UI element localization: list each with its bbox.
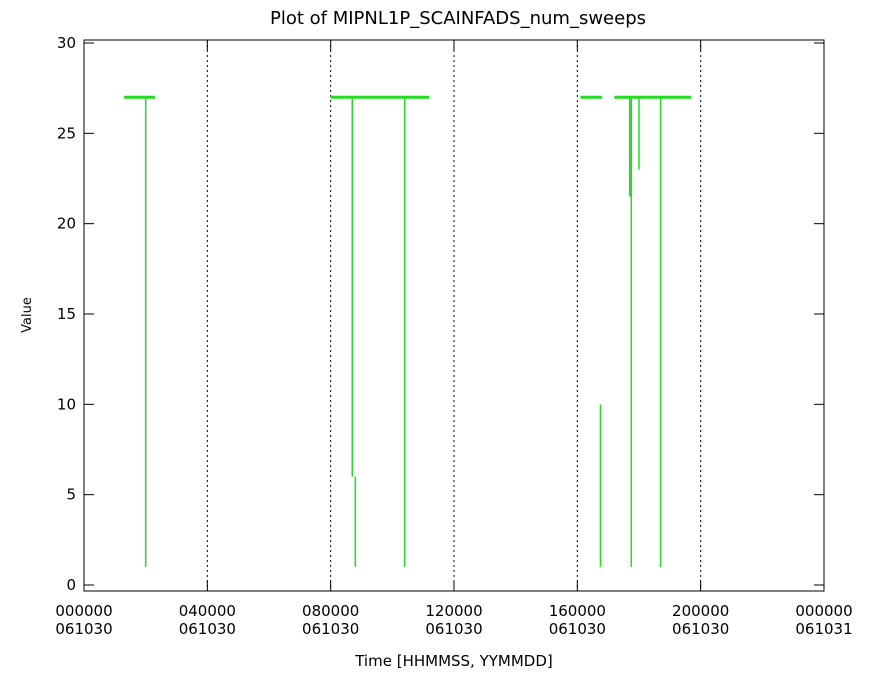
x-tick-label-date: 061031: [795, 620, 852, 638]
x-axis-label: Time [HHMMSS, YYMMDD]: [354, 652, 553, 670]
x-tick-label-date: 061030: [549, 620, 606, 638]
y-tick-label: 15: [57, 305, 76, 323]
x-tick-label-date: 061030: [425, 620, 482, 638]
x-tick-label-time: 040000: [179, 602, 236, 620]
y-axis-label: Value: [20, 297, 35, 333]
x-tick-label-time: 000000: [795, 602, 852, 620]
x-tick-label-date: 061030: [302, 620, 359, 638]
x-tick-label-time: 120000: [425, 602, 482, 620]
x-tick-label-time: 000000: [55, 602, 112, 620]
y-tick-label: 5: [66, 486, 76, 504]
y-axis: 0 5 10 15 20 25 30: [57, 34, 824, 594]
x-tick-label-date: 061030: [55, 620, 112, 638]
y-tick-label: 25: [57, 124, 76, 142]
y-tick-label: 10: [57, 395, 76, 413]
y-tick-label: 20: [57, 215, 76, 233]
chart-title: Plot of MIPNL1P_SCAINFADS_num_sweeps: [270, 8, 646, 29]
x-tick-label-date: 061030: [179, 620, 236, 638]
series-num-sweeps: [124, 95, 692, 567]
y-tick-label: 0: [66, 576, 76, 594]
x-tick-label-time: 200000: [672, 602, 729, 620]
x-axis: 0000000610300400000610300800000610301200…: [55, 40, 853, 638]
vertical-reference-lines: [206, 40, 702, 591]
x-tick-label-time: 080000: [302, 602, 359, 620]
y-tick-label: 30: [57, 34, 76, 52]
x-tick-label-time: 160000: [549, 602, 606, 620]
x-tick-label-date: 061030: [672, 620, 729, 638]
